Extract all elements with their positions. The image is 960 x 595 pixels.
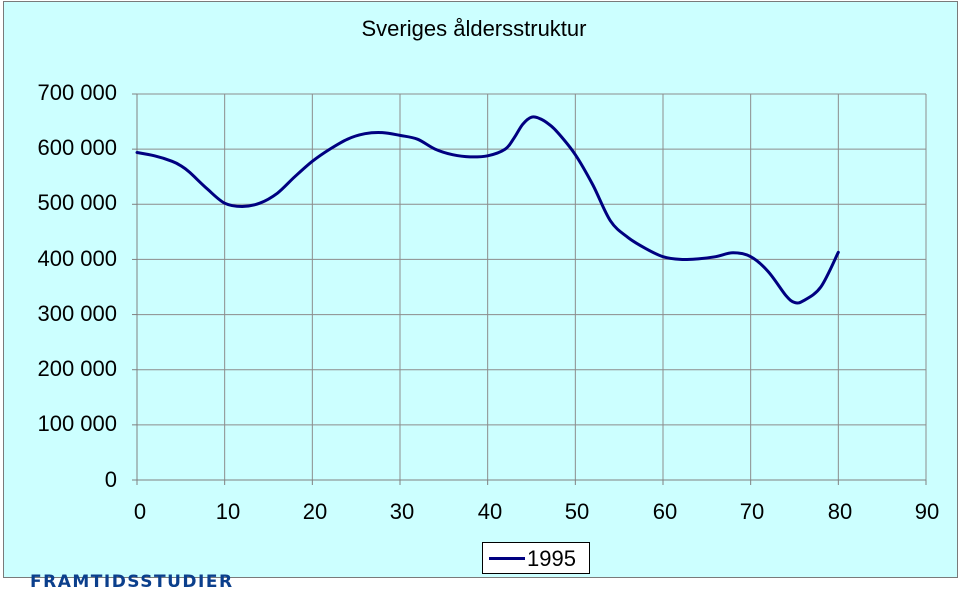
x-tick-label: 40 xyxy=(477,499,503,524)
chart-title: Sveriges åldersstruktur xyxy=(361,16,587,41)
x-tick-label: 20 xyxy=(302,499,328,524)
x-tick-label: 90 xyxy=(914,499,940,524)
legend-swatch xyxy=(489,557,525,560)
y-tick-label: 200 000 xyxy=(37,356,117,381)
x-tick-label: 70 xyxy=(739,499,765,524)
x-tick-label: 80 xyxy=(827,499,853,524)
chart-legend: 1995 xyxy=(482,542,590,574)
chart-frame: Sveriges åldersstruktur 700 000 600 000 … xyxy=(3,1,958,578)
y-tick-label: 600 000 xyxy=(37,135,117,160)
x-tick-label: 60 xyxy=(652,499,678,524)
x-tick-label: 50 xyxy=(564,499,590,524)
x-tick-label: 0 xyxy=(133,499,147,524)
y-tick-label: 700 000 xyxy=(37,80,117,105)
chart-plot xyxy=(132,93,927,485)
y-tick-label: 400 000 xyxy=(37,246,117,271)
x-tick-label: 10 xyxy=(215,499,241,524)
series-line-1995 xyxy=(135,115,840,305)
y-tick-label: 0 xyxy=(104,467,117,492)
x-tick-label: 30 xyxy=(389,499,415,524)
y-tick-label: 300 000 xyxy=(37,301,117,326)
framtidsstudier-logo: FRAMTIDSSTUDIER xyxy=(30,572,234,592)
y-tick-label: 100 000 xyxy=(37,411,117,436)
y-tick-label: 500 000 xyxy=(37,190,117,215)
legend-label: 1995 xyxy=(527,546,576,571)
